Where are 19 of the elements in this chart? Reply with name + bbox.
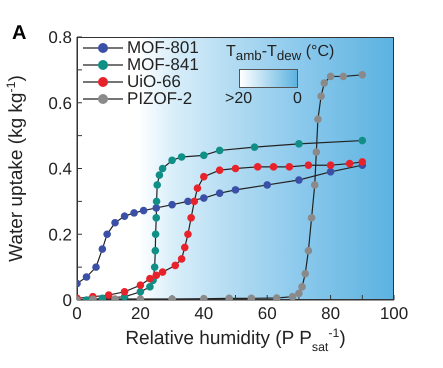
x-axis-title: Relative humidity (P P$_{sat}$$^{-1}$) [125,326,346,354]
x-tick-label: 80 [321,304,340,324]
legend-label: MOF-841 [127,54,199,74]
annotation: 0 [293,90,302,108]
legend-label: UiO-66 [127,72,181,92]
x-tick-label: 60 [258,304,277,324]
y-tick-label: 0.8 [48,28,72,48]
x-tick-label: 20 [130,304,150,324]
y-tick-label: 0.2 [48,225,72,244]
annotation: T$_{amb}$-T$_{dew}$ (°C) [226,43,334,64]
y-tick-label: 0.4 [48,160,72,179]
y-tick-label: 0.6 [48,94,72,113]
chart-title: A [12,22,26,45]
legend-label: PIZOF-2 [127,88,192,108]
y-tick-label: 0 [62,291,72,310]
legend-label: MOF-801 [127,38,199,58]
annotation: >20 [225,90,252,108]
x-tick-label: 40 [194,304,214,324]
x-tick-label: 100 [380,304,408,324]
